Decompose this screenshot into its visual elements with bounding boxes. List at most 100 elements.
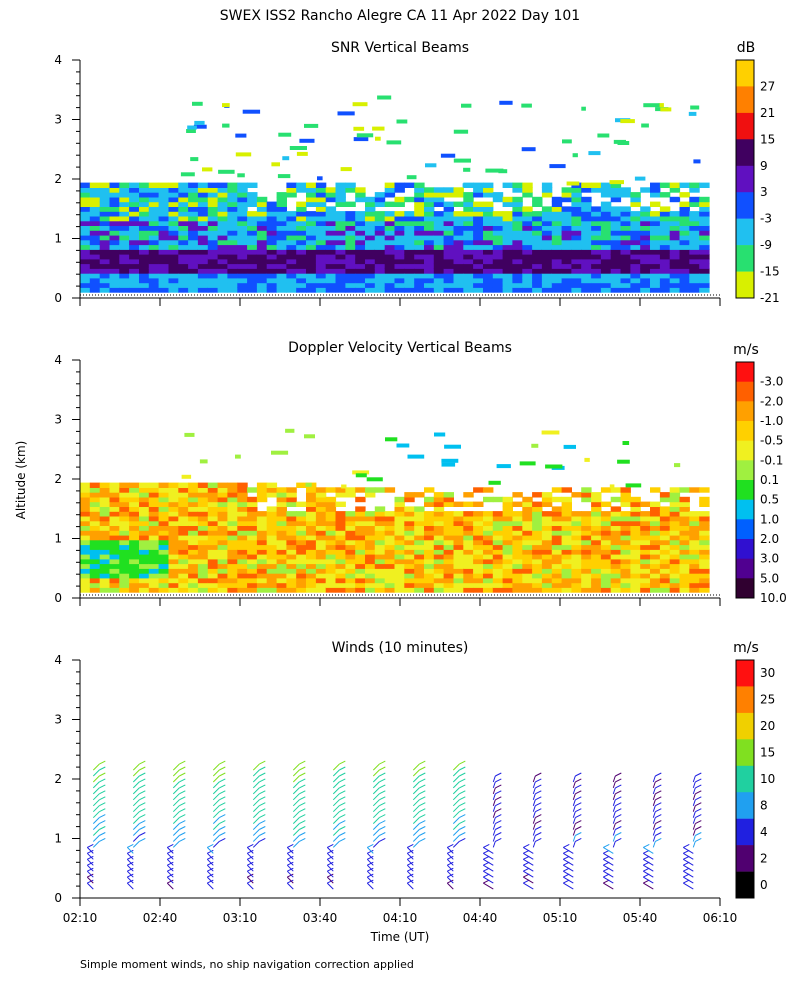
heatmap-cell bbox=[217, 515, 228, 522]
heatmap-cell bbox=[650, 258, 661, 265]
heatmap-cell bbox=[237, 563, 248, 569]
heatmap-cell bbox=[463, 215, 474, 222]
heatmap-cell bbox=[178, 568, 189, 574]
heatmap-cell bbox=[374, 525, 386, 531]
heatmap-cell bbox=[129, 515, 140, 522]
heatmap-cell bbox=[266, 215, 278, 222]
heatmap-cell bbox=[237, 530, 248, 536]
heatmap-cell bbox=[374, 244, 386, 250]
heatmap-cell bbox=[217, 206, 228, 212]
heatmap-cell bbox=[414, 263, 425, 269]
heatmap-cell bbox=[372, 126, 385, 131]
heatmap-cell bbox=[148, 230, 160, 236]
wind-barb bbox=[483, 870, 494, 878]
heatmap-cell bbox=[591, 287, 602, 293]
heatmap-cell bbox=[610, 182, 622, 188]
heatmap-cell bbox=[669, 515, 681, 522]
heatmap-cell bbox=[384, 187, 396, 193]
heatmap-cell bbox=[610, 230, 622, 236]
heatmap-cell bbox=[335, 530, 346, 536]
heatmap-cell bbox=[433, 492, 445, 498]
heatmap-cell bbox=[158, 487, 169, 493]
heatmap-cell bbox=[502, 277, 513, 284]
heatmap-cell bbox=[109, 515, 120, 522]
wind-barb bbox=[212, 829, 220, 836]
heatmap-cell bbox=[404, 268, 415, 274]
heatmap-cell bbox=[443, 273, 454, 279]
heatmap-cell bbox=[591, 492, 602, 498]
heatmap-cell bbox=[571, 230, 582, 236]
heatmap-cell bbox=[89, 254, 101, 260]
heatmap-cell bbox=[591, 515, 602, 522]
heatmap-cell bbox=[581, 563, 592, 569]
heatmap-cell bbox=[286, 249, 297, 255]
heatmap-cell bbox=[188, 196, 199, 203]
heatmap-cell bbox=[199, 459, 208, 464]
heatmap-cell bbox=[266, 534, 278, 541]
heatmap-cell bbox=[571, 573, 582, 579]
heatmap-cell bbox=[345, 554, 356, 560]
wind-barb bbox=[535, 778, 542, 783]
heatmap-cell bbox=[630, 239, 641, 246]
heatmap-cell bbox=[699, 201, 710, 207]
heatmap-cell bbox=[591, 220, 602, 226]
heatmap-cell bbox=[355, 192, 366, 198]
wind-barb bbox=[212, 793, 220, 801]
heatmap-cell bbox=[325, 239, 337, 246]
wind-barb bbox=[379, 820, 386, 825]
wind-barb bbox=[535, 802, 542, 807]
heatmap-cell bbox=[227, 244, 238, 250]
heatmap-cell bbox=[335, 554, 346, 560]
wind-barb bbox=[207, 861, 214, 866]
heatmap-cell bbox=[365, 230, 376, 236]
heatmap-cell bbox=[355, 473, 367, 478]
wind-barb bbox=[419, 826, 426, 830]
heatmap-cell bbox=[119, 563, 130, 569]
heatmap-cell bbox=[235, 454, 241, 459]
heatmap-cell bbox=[699, 263, 710, 269]
heatmap-cell bbox=[306, 220, 317, 226]
heatmap-cell bbox=[89, 220, 101, 226]
wind-barb bbox=[332, 793, 340, 801]
heatmap-cell bbox=[139, 282, 150, 288]
heatmap-cell bbox=[453, 192, 464, 198]
heatmap-cell bbox=[266, 239, 278, 246]
heatmap-cell bbox=[237, 234, 248, 241]
wind-barb bbox=[419, 832, 426, 836]
heatmap-cell bbox=[679, 554, 690, 560]
heatmap-cell bbox=[492, 558, 504, 565]
heatmap-cell bbox=[335, 249, 346, 255]
heatmap-cell bbox=[296, 201, 307, 207]
heatmap-cell bbox=[463, 244, 474, 250]
heatmap-cell bbox=[669, 582, 681, 588]
heatmap-cell bbox=[186, 129, 196, 133]
wind-barb bbox=[612, 811, 616, 818]
heatmap-cell bbox=[384, 558, 396, 565]
wind-barb bbox=[575, 808, 582, 813]
heatmap-cell bbox=[404, 220, 415, 226]
heatmap-cell bbox=[256, 234, 268, 241]
wind-barb bbox=[615, 796, 622, 801]
heatmap-cell bbox=[315, 525, 327, 531]
heatmap-cell bbox=[650, 211, 661, 217]
heatmap-cell bbox=[296, 277, 307, 284]
heatmap-cell bbox=[679, 525, 690, 531]
wind-barb bbox=[655, 837, 662, 842]
wind-barb bbox=[372, 787, 380, 795]
heatmap-cell bbox=[424, 206, 435, 212]
heatmap-cell bbox=[315, 239, 327, 246]
heatmap-cell bbox=[374, 220, 386, 226]
heatmap-cell bbox=[492, 282, 504, 288]
heatmap-cell bbox=[353, 126, 365, 131]
heatmap-cell bbox=[227, 487, 238, 493]
heatmap-cell bbox=[689, 515, 700, 522]
heatmap-cell bbox=[276, 277, 287, 284]
heatmap-cell bbox=[483, 268, 494, 274]
heatmap-cell bbox=[551, 511, 563, 517]
heatmap-cell bbox=[699, 234, 710, 241]
heatmap-cell bbox=[620, 582, 631, 588]
heatmap-cell bbox=[384, 215, 396, 222]
heatmap-cell bbox=[414, 492, 425, 498]
heatmap-cell bbox=[453, 287, 464, 293]
wind-barb bbox=[339, 760, 346, 765]
